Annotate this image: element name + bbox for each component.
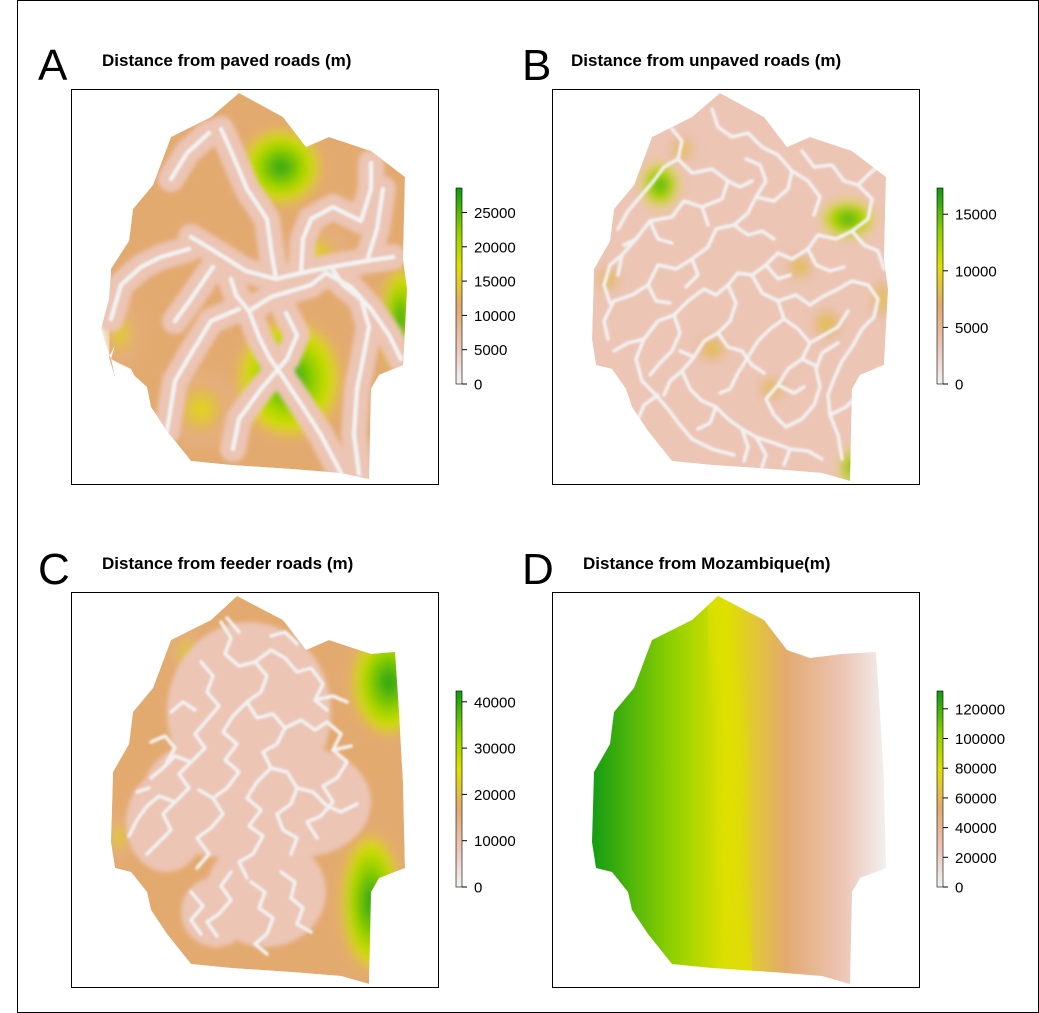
- panel-d-title: Distance from Mozambique(m): [583, 554, 830, 573]
- colorbar-tick-label: 10000: [474, 308, 516, 325]
- panel-d-letter: D: [522, 545, 554, 594]
- panel-a-colorbar: 0 5000 10000 15000 20000 25000: [455, 187, 516, 394]
- colorbar-tick-label: 0: [955, 377, 963, 394]
- panel-b: B Distance from unpaved roads (m): [522, 41, 997, 485]
- panel-d-colorbar-ramp: [936, 690, 944, 888]
- colorbar-tick-label: 100000: [955, 731, 1005, 748]
- colorbar-tick-label: 15000: [474, 274, 516, 291]
- panel-a-colorbar-ramp: [455, 187, 463, 385]
- colorbar-tick-label: 5000: [474, 342, 507, 359]
- colorbar-tick-label: 30000: [474, 741, 516, 758]
- colorbar-tick-label: 15000: [955, 207, 997, 224]
- colorbar-tick-label: 20000: [955, 850, 997, 867]
- panel-b-colorbar: 0 5000 10000 15000: [936, 187, 997, 394]
- colorbar-tick-label: 5000: [955, 320, 988, 337]
- panel-d-colorbar: 0 20000 40000 60000 80000 100000 120000: [936, 690, 1005, 897]
- panel-c: C Distance from feeder roads (m): [38, 545, 516, 988]
- panel-c-letter: C: [38, 545, 70, 594]
- panel-d: D Distance from Mozambique(m) 0 20000 4000…: [522, 545, 1005, 988]
- colorbar-tick-label: 40000: [474, 694, 516, 711]
- panel-c-title: Distance from feeder roads (m): [102, 554, 353, 573]
- colorbar-tick-label: 10000: [474, 833, 516, 850]
- colorbar-tick-label: 120000: [955, 701, 1005, 718]
- panel-a-letter: A: [38, 41, 68, 90]
- colorbar-tick-label: 60000: [955, 790, 997, 807]
- panel-b-colorbar-ramp: [936, 187, 944, 385]
- colorbar-tick-label: 0: [474, 880, 482, 897]
- colorbar-tick-label: 0: [474, 377, 482, 394]
- panel-c-raster: [111, 596, 405, 984]
- panel-b-letter: B: [522, 41, 551, 90]
- panel-b-title: Distance from unpaved roads (m): [571, 51, 841, 70]
- panel-c-colorbar-ramp: [455, 690, 463, 888]
- colorbar-tick-label: 10000: [955, 263, 997, 280]
- colorbar-tick-label: 40000: [955, 820, 997, 837]
- colorbar-tick-label: 20000: [474, 239, 516, 256]
- panel-a-raster: [101, 93, 407, 479]
- colorbar-tick-label: 25000: [474, 205, 516, 222]
- panel-a-title: Distance from paved roads (m): [102, 51, 351, 70]
- panel-a: A Distance from paved roads (m): [38, 41, 516, 485]
- colorbar-tick-label: 20000: [474, 787, 516, 804]
- colorbar-tick-label: 80000: [955, 761, 997, 778]
- panel-c-colorbar: 0 10000 20000 30000 40000: [455, 690, 516, 897]
- colorbar-tick-label: 0: [955, 880, 963, 897]
